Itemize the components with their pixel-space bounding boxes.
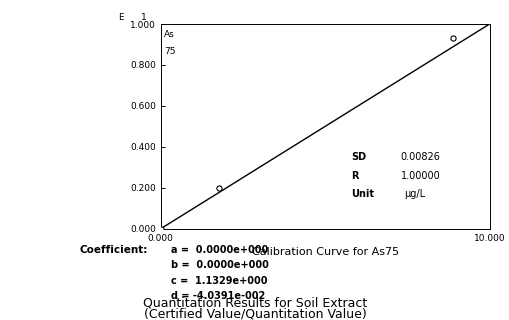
- Text: 75: 75: [163, 46, 175, 56]
- Text: Unit: Unit: [351, 189, 374, 199]
- Text: a =  0.0000e+000: a = 0.0000e+000: [171, 245, 268, 255]
- Text: Coefficient:: Coefficient:: [79, 245, 147, 255]
- Text: Quantitation Results for Soil Extract: Quantitation Results for Soil Extract: [143, 296, 366, 309]
- Point: [156, 226, 164, 231]
- Text: d = -4.0391e-002: d = -4.0391e-002: [171, 291, 265, 301]
- Text: E: E: [118, 13, 123, 22]
- Text: μg/L: μg/L: [403, 189, 425, 199]
- Text: (Certified Value/Quantitation Value): (Certified Value/Quantitation Value): [144, 307, 365, 320]
- Point: [214, 186, 222, 191]
- Text: b =  0.0000e+000: b = 0.0000e+000: [171, 260, 268, 270]
- Text: 1.00000: 1.00000: [400, 171, 440, 180]
- Text: R: R: [351, 171, 358, 180]
- X-axis label: Calibration Curve for As75: Calibration Curve for As75: [251, 247, 398, 257]
- Text: As: As: [163, 30, 175, 39]
- Text: 0.00826: 0.00826: [400, 152, 440, 162]
- Text: 1: 1: [140, 13, 147, 22]
- Text: c =  1.1329e+000: c = 1.1329e+000: [171, 276, 267, 285]
- Point: [448, 36, 457, 41]
- Text: SD: SD: [351, 152, 366, 162]
